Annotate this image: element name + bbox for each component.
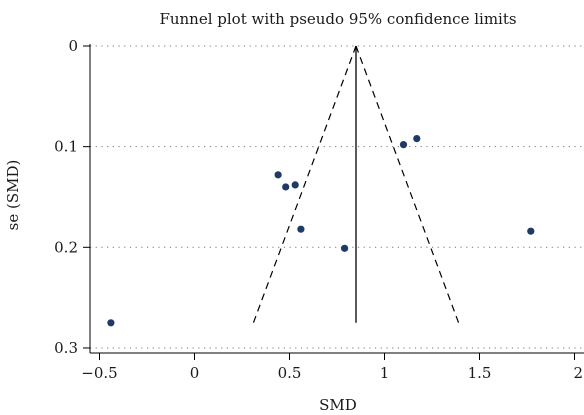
y-tick-label-3: 0.3 [54,339,78,357]
data-point-6 [399,141,408,149]
data-point-7 [413,135,421,143]
data-point-1 [274,171,282,179]
lower-confidence-limit [252,45,357,324]
x-tick-label-3: 1 [380,364,390,382]
axes: 0 0.1 0.2 0.3−0.5 0 0.5 1 1.5 2 [54,37,584,382]
chart-title: Funnel plot with pseudo 95% confidence l… [159,10,516,28]
data-point-8 [527,227,535,235]
y-tick-label-0: 0 [68,37,78,55]
x-tick-label-1: 0 [190,364,200,382]
y-axis-label: se (SMD) [4,160,22,231]
data-point-3 [291,181,299,189]
x-tick-label-5: 2 [573,364,583,382]
data-points [107,135,535,327]
data-point-2 [282,183,290,191]
x-tick-label-0: −0.5 [81,364,117,382]
y-tick-label-1: 0.1 [54,138,78,156]
grid-lines [90,45,584,349]
data-point-5 [341,244,349,252]
x-tick-label-2: 0.5 [278,364,302,382]
upper-confidence-limit [355,45,460,324]
data-point-4 [297,225,305,233]
data-point-0 [107,319,115,327]
confidence-limits [252,45,460,324]
x-tick-label-4: 1.5 [468,364,492,382]
x-axis-label: SMD [319,396,357,414]
y-tick-label-2: 0.2 [54,238,78,256]
